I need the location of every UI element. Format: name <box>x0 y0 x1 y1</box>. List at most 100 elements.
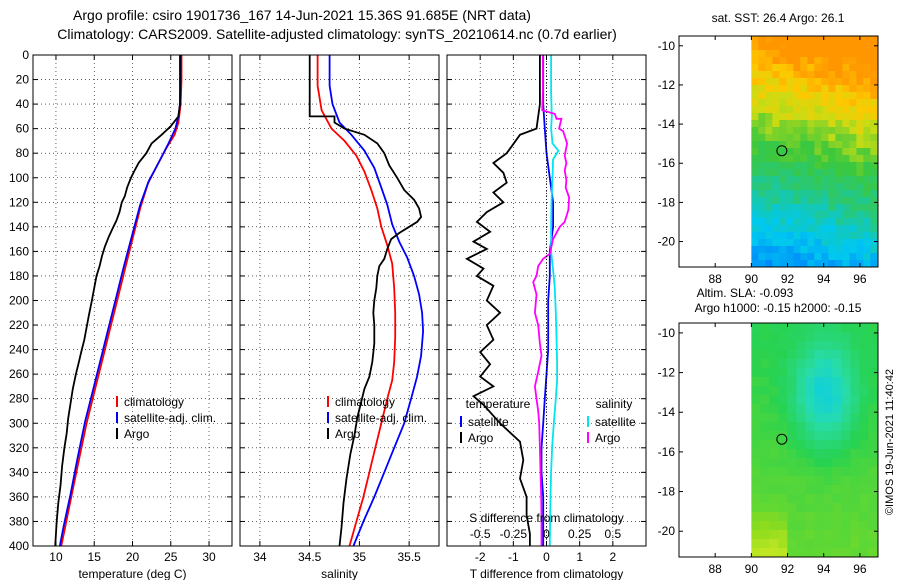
map-cell <box>800 50 808 58</box>
map-cell <box>751 169 759 177</box>
secondary-axis-label: S difference from climatology <box>469 511 624 525</box>
map-cell <box>765 225 773 233</box>
map-cell <box>807 162 815 170</box>
map-cell <box>800 106 808 114</box>
map-cell <box>796 413 806 423</box>
map-cell <box>778 413 788 423</box>
map-cell <box>850 530 860 540</box>
map-cell <box>850 341 860 351</box>
map-cell <box>842 99 850 107</box>
map-cell <box>849 50 857 58</box>
map-cell <box>787 341 797 351</box>
map-cell <box>793 183 801 191</box>
map-cell <box>835 162 843 170</box>
map-cell <box>760 422 770 432</box>
map-cell <box>772 71 780 79</box>
map-cell <box>793 225 801 233</box>
map-cell <box>772 225 780 233</box>
map-cell <box>832 350 842 360</box>
map-cell <box>823 413 833 423</box>
map-cell <box>849 36 857 44</box>
legend-label: satellite-adj. clim. <box>335 411 427 425</box>
map-cell <box>870 204 878 212</box>
map-cell <box>821 260 829 267</box>
map-cell <box>758 43 766 51</box>
map-cell <box>850 350 860 360</box>
map-cell <box>835 155 843 163</box>
map-cell <box>863 148 871 156</box>
map-cell <box>841 350 851 360</box>
map-cell <box>814 512 824 522</box>
map-cell <box>850 413 860 423</box>
map-cell <box>760 395 770 405</box>
map-cell <box>814 78 822 86</box>
map-cell <box>760 323 770 333</box>
map-cell <box>779 155 787 163</box>
map-cell <box>828 64 836 72</box>
map-cell <box>779 127 787 135</box>
map-cell <box>856 43 864 51</box>
map-y-tick-label: -10 <box>658 326 676 340</box>
map-cell <box>859 485 869 495</box>
map-cell <box>842 85 850 93</box>
x-tick-label: 0 <box>543 550 550 564</box>
map-x-tick-label: 88 <box>709 562 723 576</box>
x-tick-label: 35.5 <box>397 550 421 564</box>
map-cell <box>814 395 824 405</box>
map-cell <box>814 467 824 477</box>
secondary-tick-label: -0.5 <box>470 527 491 541</box>
sla-map-panel: 88 90 92 94 96 -10 -12 -14 -16 -18 -20 Altim. SLA: … <box>658 286 879 576</box>
map-cell <box>800 148 808 156</box>
map-cell <box>823 332 833 342</box>
map-cell <box>850 467 860 477</box>
map-cell <box>842 36 850 44</box>
map-cell <box>821 162 829 170</box>
map-cell <box>807 141 815 149</box>
map-cell <box>828 204 836 212</box>
map-cell <box>870 78 878 86</box>
map-cell <box>868 548 878 557</box>
map-cell <box>778 458 788 468</box>
argo-position-marker <box>776 145 788 157</box>
map-cell <box>828 85 836 93</box>
map-cell <box>778 422 788 432</box>
map-cell <box>856 92 864 100</box>
map-cell <box>821 78 829 86</box>
map-cell <box>849 57 857 65</box>
map-cell <box>835 64 843 72</box>
map-cell <box>779 43 787 51</box>
map-cell <box>758 64 766 72</box>
map-cell <box>751 404 761 414</box>
map-cell <box>751 71 759 79</box>
map-cell <box>856 141 864 149</box>
map-cell <box>779 92 787 100</box>
map-cell <box>758 99 766 107</box>
map-cell <box>821 169 829 177</box>
map-cell <box>828 92 836 100</box>
map-cell <box>769 368 779 378</box>
map-cell <box>805 422 815 432</box>
map-cell <box>786 78 794 86</box>
map-cell <box>758 197 766 205</box>
map-x-tick-label: 92 <box>781 272 795 286</box>
map-cell <box>868 332 878 342</box>
map-cell <box>863 57 871 65</box>
map-cell <box>807 176 815 184</box>
map-cell <box>786 218 794 226</box>
map-cell <box>793 204 801 212</box>
map-cell <box>828 218 836 226</box>
map-cell <box>859 449 869 459</box>
map-cell <box>758 134 766 142</box>
map-cell <box>856 64 864 72</box>
x-tick-label: 35 <box>353 550 367 564</box>
map-cell <box>779 134 787 142</box>
map-cell <box>772 246 780 254</box>
map-cell <box>786 57 794 65</box>
map-cell <box>800 71 808 79</box>
map-cell <box>800 183 808 191</box>
y-tick-label: 300 <box>9 416 29 430</box>
map-cell <box>779 162 787 170</box>
map-cell <box>814 458 824 468</box>
map-cell <box>772 239 780 247</box>
map-cell <box>863 162 871 170</box>
